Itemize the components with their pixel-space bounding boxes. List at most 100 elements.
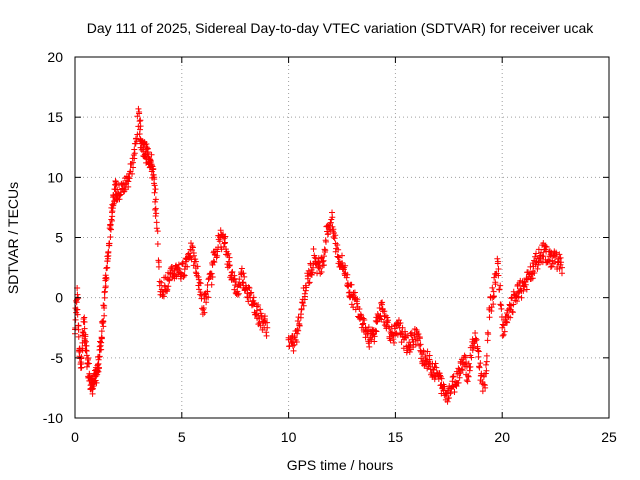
data-point (528, 271, 535, 278)
data-point (192, 269, 199, 276)
data-point (316, 263, 323, 270)
data-point (459, 367, 466, 374)
data-point (377, 312, 384, 319)
data-point (310, 246, 317, 253)
data-point (385, 317, 392, 324)
data-point (154, 241, 161, 248)
data-point (475, 348, 482, 355)
data-point (299, 299, 306, 306)
data-point (152, 206, 159, 213)
data-point (188, 240, 195, 247)
data-point (214, 248, 221, 255)
data-point (335, 254, 342, 261)
data-point (366, 343, 373, 350)
data-point (98, 339, 105, 346)
data-point (549, 257, 556, 264)
data-point (151, 189, 158, 196)
data-point (484, 337, 491, 344)
data-point (261, 315, 268, 322)
data-point (152, 198, 159, 205)
data-point (238, 265, 245, 272)
data-point (321, 249, 328, 256)
data-point (513, 298, 520, 305)
data-point (446, 395, 453, 402)
data-point (465, 360, 472, 367)
data-point (381, 308, 388, 315)
data-point (93, 379, 100, 386)
data-point (197, 280, 204, 287)
data-point (100, 318, 107, 325)
data-point (522, 281, 529, 288)
data-point (497, 282, 504, 289)
data-point (151, 176, 158, 183)
data-point (129, 159, 136, 166)
data-point (546, 258, 553, 265)
data-point (204, 288, 211, 295)
data-point (295, 327, 302, 334)
ticks-layer: 0 5 10 15 20 25 -10 -5 0 5 10 15 20 (43, 49, 617, 445)
data-point (532, 253, 539, 260)
data-point (104, 255, 111, 262)
data-point (82, 338, 89, 345)
data-point (330, 226, 337, 233)
data-point (155, 259, 162, 266)
data-point (524, 276, 531, 283)
data-point (495, 272, 502, 279)
data-point (253, 307, 260, 314)
y-tick-label: 5 (55, 230, 63, 246)
data-point (131, 150, 138, 157)
data-point (461, 352, 468, 359)
data-point (338, 252, 345, 259)
data-point (190, 249, 197, 256)
data-point (331, 235, 338, 242)
data-point (417, 341, 424, 348)
data-point (226, 262, 233, 269)
data-point (371, 338, 378, 345)
data-point (319, 258, 326, 265)
data-point (241, 273, 248, 280)
data-point (235, 290, 242, 297)
data-point (322, 238, 329, 245)
data-point (320, 253, 327, 260)
data-point (305, 267, 312, 274)
data-point (89, 385, 96, 392)
data-point (548, 263, 555, 270)
data-point (451, 389, 458, 396)
data-point (164, 286, 171, 293)
data-point (103, 265, 110, 272)
data-point (334, 242, 341, 249)
data-point (174, 264, 181, 271)
data-point (222, 233, 229, 240)
data-point (533, 250, 540, 257)
data-point (415, 331, 422, 338)
data-point (421, 362, 428, 369)
x-tick-label: 5 (178, 429, 186, 445)
data-point (518, 294, 525, 301)
data-point (507, 314, 514, 321)
data-point (351, 289, 358, 296)
data-point (469, 347, 476, 354)
data-point (294, 317, 301, 324)
data-point (156, 278, 163, 285)
data-point (83, 342, 90, 349)
data-point (437, 372, 444, 379)
data-point (465, 373, 472, 380)
data-point (131, 155, 138, 162)
data-point (211, 259, 218, 266)
data-point (488, 304, 495, 311)
x-tick-label: 15 (388, 429, 404, 445)
data-point (387, 337, 394, 344)
data-point (153, 219, 160, 226)
data-point (383, 323, 390, 330)
data-point (503, 318, 510, 325)
data-point (189, 244, 196, 251)
data-point (248, 289, 255, 296)
data-point (391, 339, 398, 346)
data-point (470, 344, 477, 351)
data-point (217, 227, 224, 234)
data-point (80, 316, 87, 323)
data-point (117, 189, 124, 196)
data-point (250, 294, 257, 301)
data-point (499, 332, 506, 339)
data-point (540, 253, 547, 260)
